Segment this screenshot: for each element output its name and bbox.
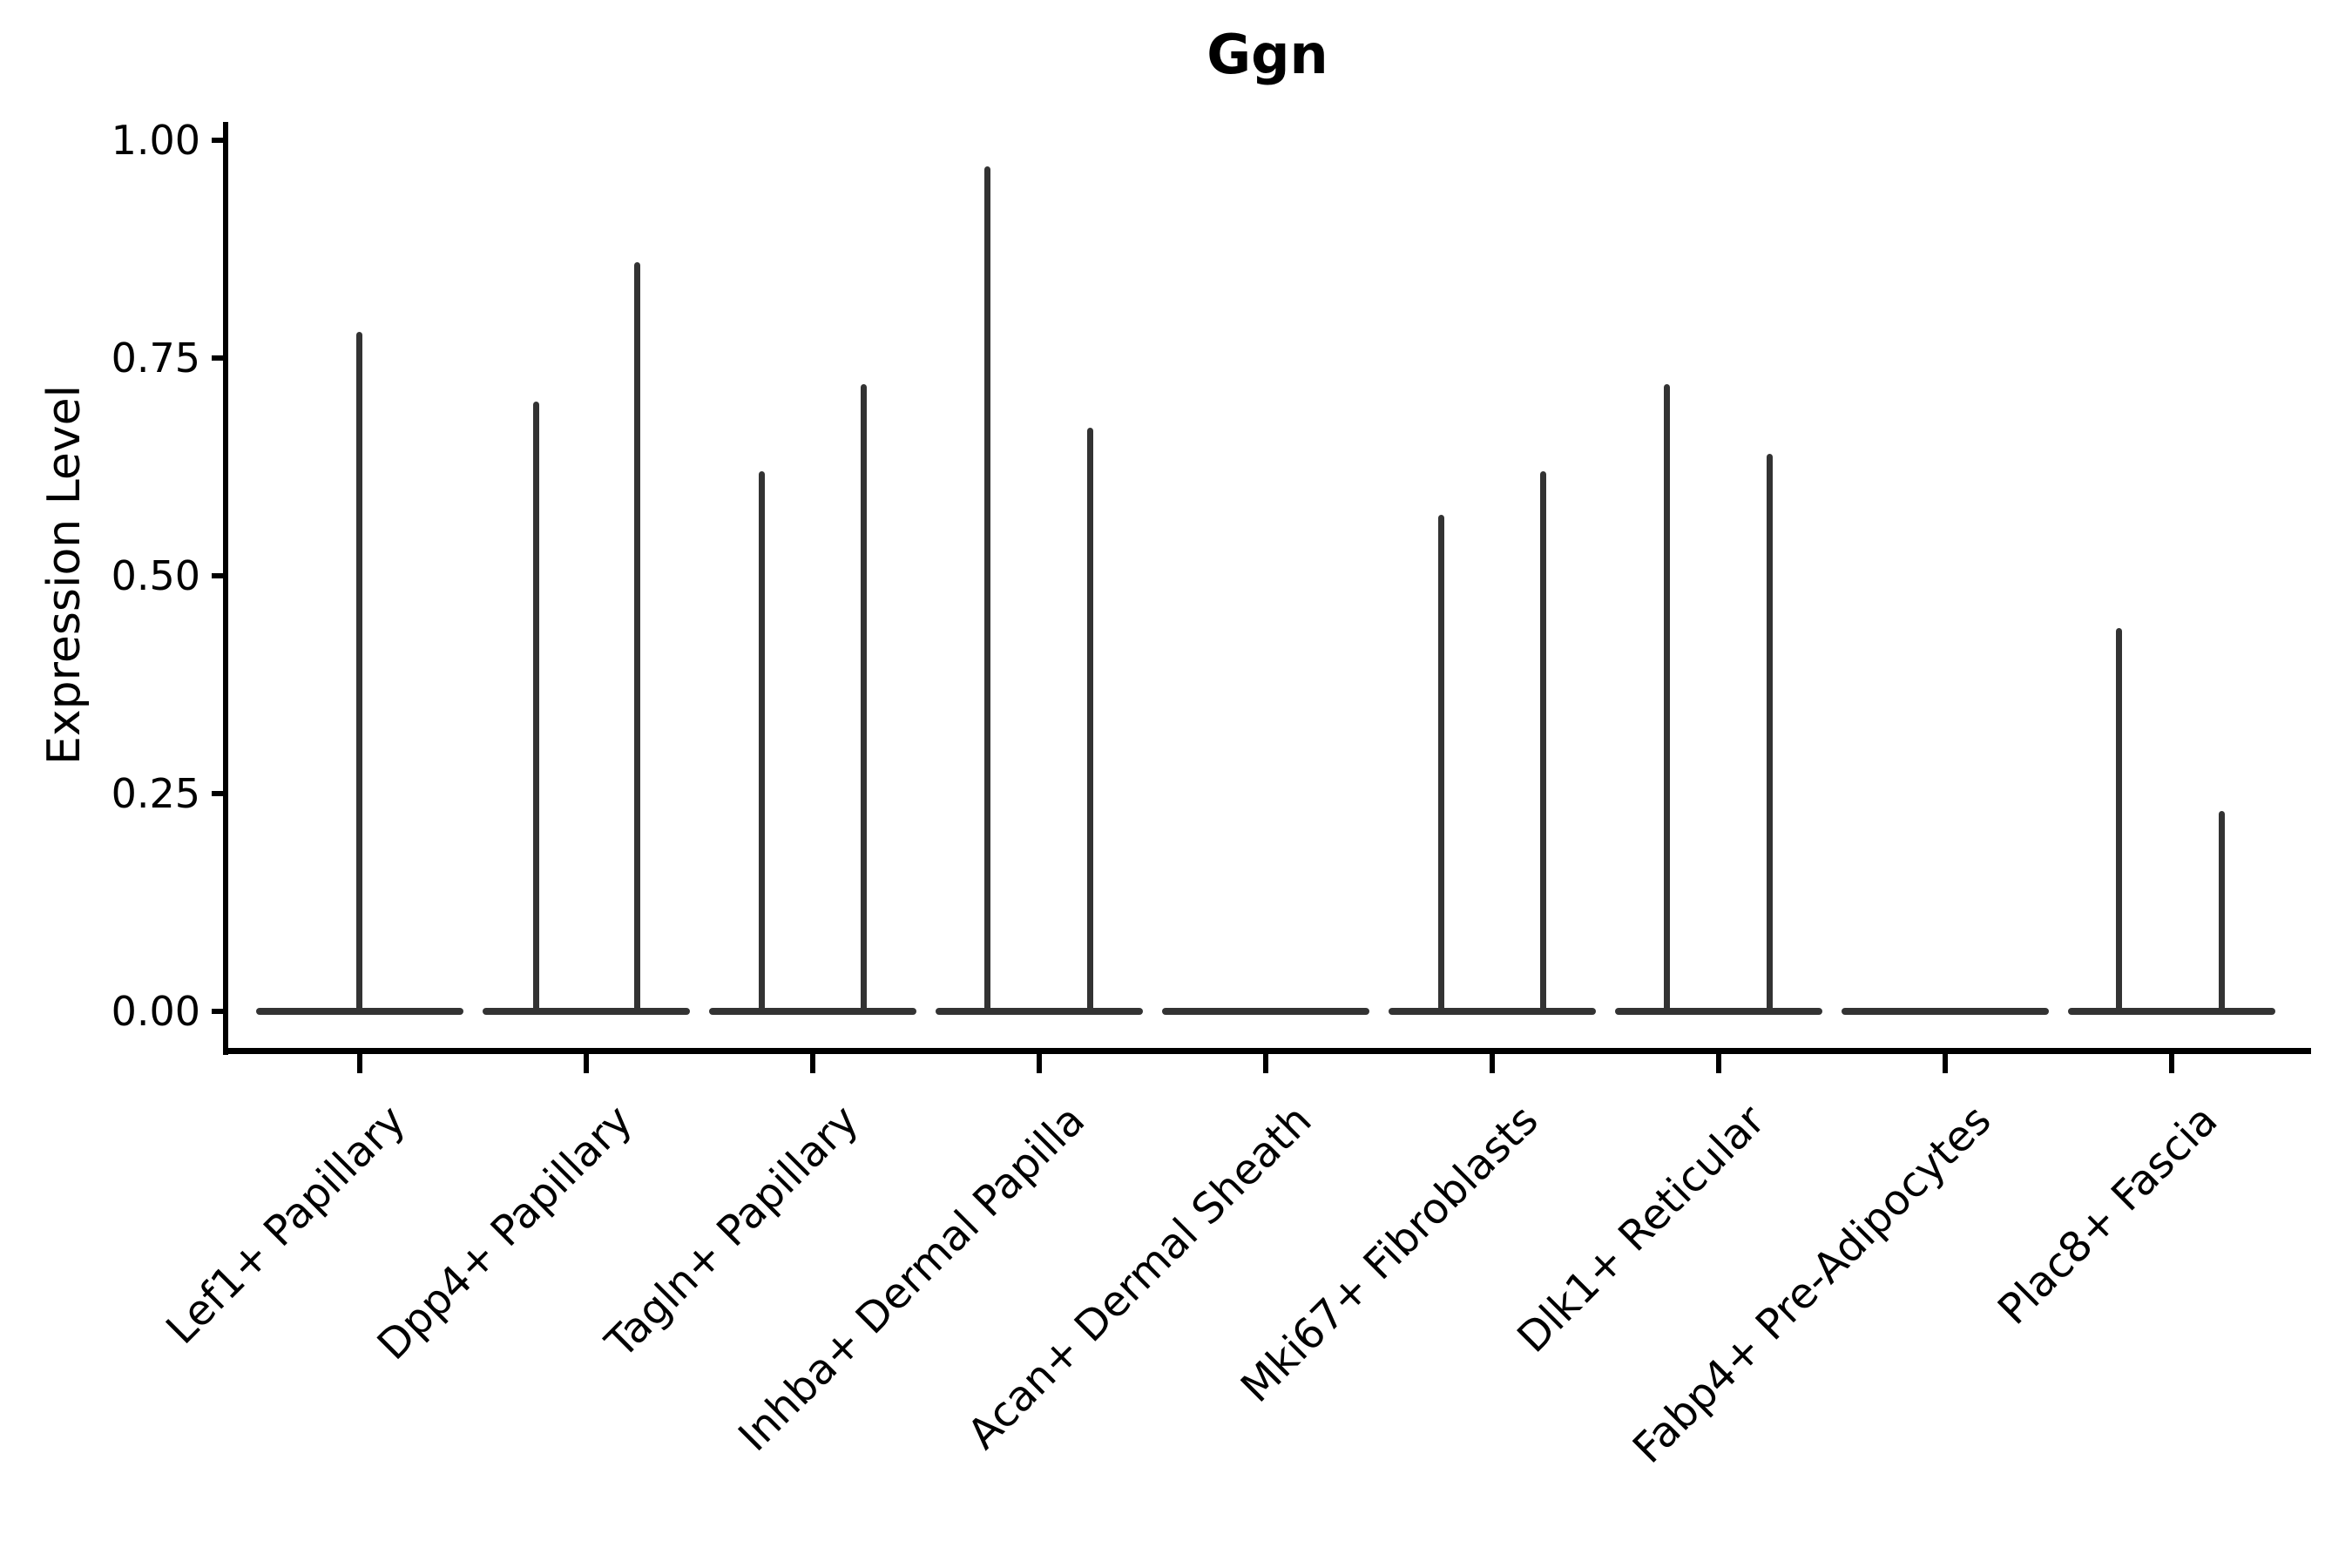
- y-tick-mark: [212, 573, 225, 578]
- violin-baseline: [1162, 1008, 1369, 1015]
- x-tick-label: Plac8+ Fascia: [1989, 1096, 2227, 1335]
- x-tick-mark: [1263, 1053, 1268, 1073]
- violin-max-spike: [533, 402, 539, 1015]
- y-tick-mark: [212, 1009, 225, 1014]
- violin-max-spike: [2116, 628, 2122, 1015]
- violin-baseline: [1842, 1008, 2049, 1015]
- violin-max-spike: [1087, 428, 1093, 1015]
- violin-max-spike: [759, 471, 765, 1015]
- y-tick-label: 0.50: [111, 552, 200, 599]
- violin-max-spike: [1767, 454, 1773, 1015]
- violin-max-spike: [2219, 811, 2225, 1015]
- x-tick-label: Dlk1+ Reticular: [1507, 1096, 1774, 1362]
- violin-baseline: [2068, 1008, 2275, 1015]
- violin-baseline: [936, 1008, 1143, 1015]
- x-tick-mark: [810, 1053, 815, 1073]
- x-tick-mark: [1716, 1053, 1721, 1073]
- y-tick-label: 0.00: [111, 988, 200, 1035]
- violin-max-spike: [634, 262, 640, 1015]
- y-tick-label: 1.00: [111, 117, 200, 164]
- y-tick-mark: [212, 138, 225, 143]
- violin-max-spike: [356, 332, 362, 1015]
- y-tick-mark: [212, 791, 225, 796]
- y-tick-label: 0.25: [111, 770, 200, 817]
- x-tick-mark: [1490, 1053, 1495, 1073]
- x-tick-label: Fabp4+ Pre-Adipocytes: [1623, 1096, 2001, 1473]
- violin-max-spike: [1664, 384, 1670, 1015]
- x-axis-spine: [223, 1048, 2311, 1054]
- x-tick-mark: [1943, 1053, 1948, 1073]
- violin-baseline: [483, 1008, 690, 1015]
- x-tick-mark: [2169, 1053, 2174, 1073]
- x-tick-label: Lef1+ Papillary: [157, 1096, 416, 1354]
- chart-title: Ggn: [1206, 23, 1328, 86]
- y-tick-mark: [212, 355, 225, 361]
- violin-max-spike: [984, 166, 990, 1015]
- violin-max-spike: [1540, 471, 1546, 1015]
- y-axis-spine: [223, 122, 228, 1055]
- x-tick-mark: [1037, 1053, 1042, 1073]
- violin-baseline: [1389, 1008, 1596, 1015]
- violin-max-spike: [1438, 515, 1444, 1015]
- x-tick-mark: [584, 1053, 589, 1073]
- y-tick-label: 0.75: [111, 335, 200, 382]
- violin-baseline: [709, 1008, 916, 1015]
- violin-baseline: [1615, 1008, 1822, 1015]
- x-tick-mark: [357, 1053, 362, 1073]
- violin-max-spike: [861, 384, 867, 1015]
